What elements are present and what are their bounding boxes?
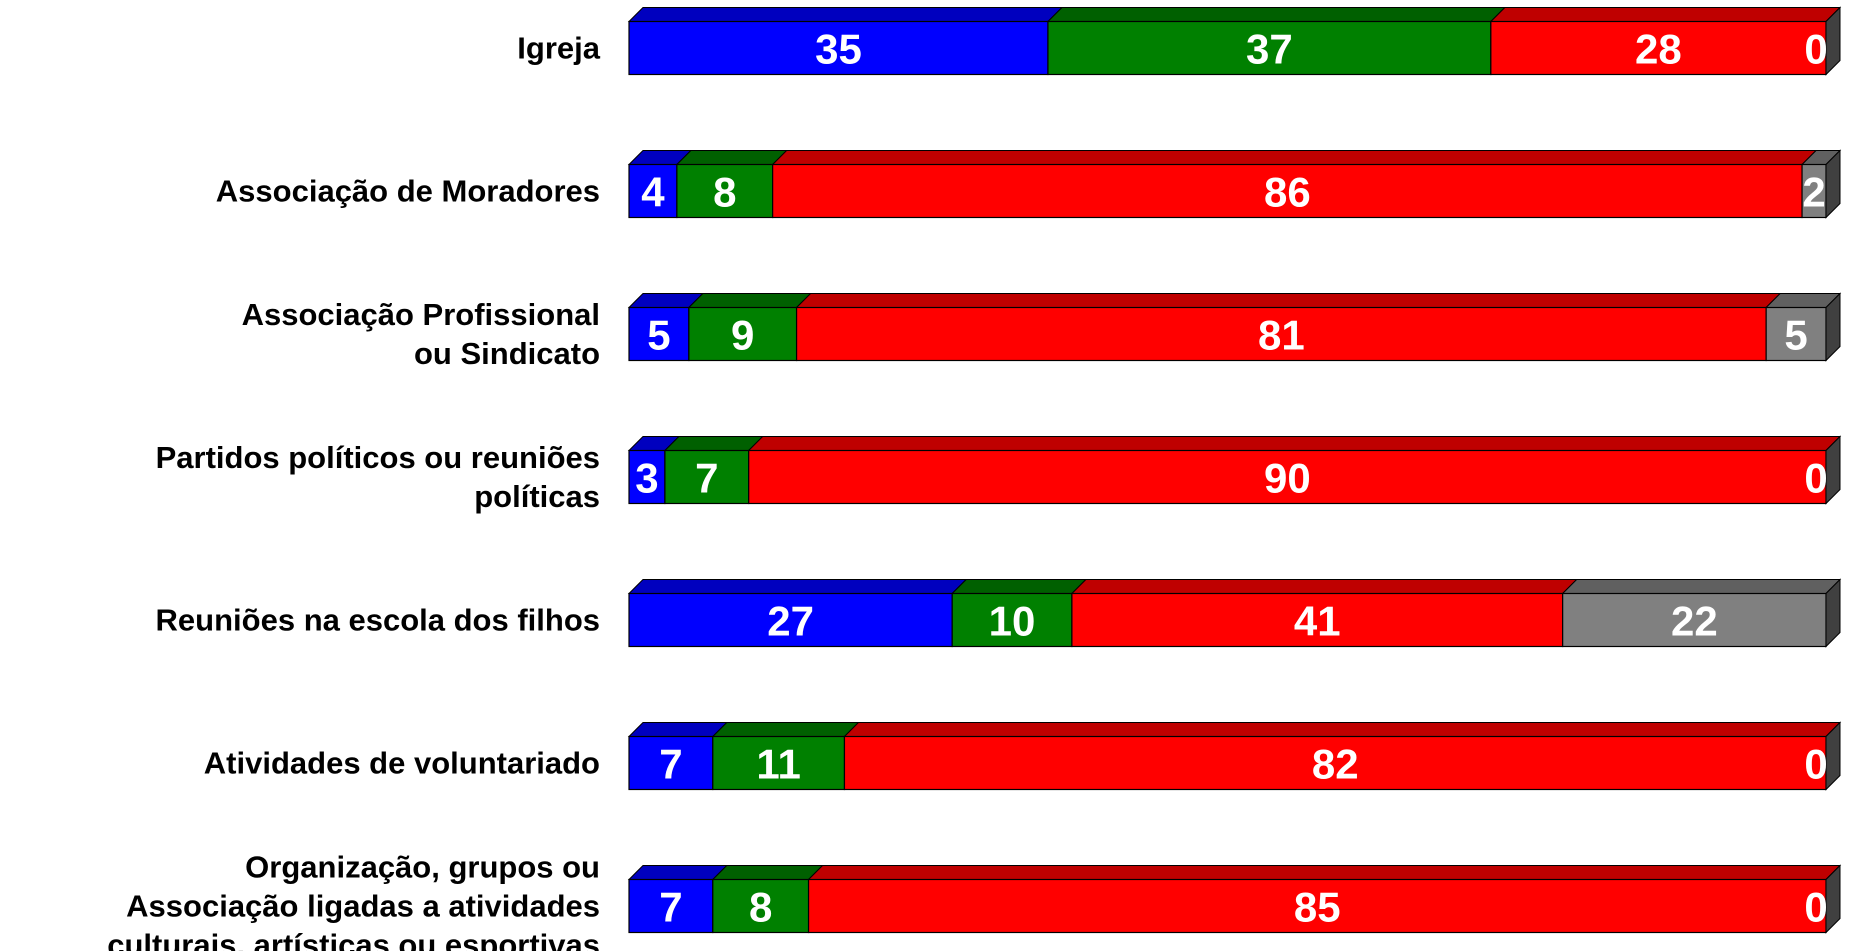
bar-top <box>627 722 728 737</box>
value-label: 35 <box>815 26 862 73</box>
bar-top <box>807 865 1842 880</box>
value-label: 8 <box>749 884 772 931</box>
value-label: 81 <box>1258 312 1305 359</box>
category-label: Partidos políticos ou reuniões políticas <box>155 440 600 514</box>
value-label: 85 <box>1294 884 1341 931</box>
bar-segment <box>628 735 714 791</box>
bar-segment <box>664 449 750 505</box>
bar-top <box>771 150 1818 165</box>
bar-segment <box>772 163 1803 219</box>
bar-side <box>1825 864 1841 934</box>
value-label: 10 <box>989 598 1036 645</box>
bar-segment <box>951 592 1073 648</box>
bar-top <box>687 293 812 308</box>
value-label: 41 <box>1294 598 1341 645</box>
bar-segment <box>712 735 846 791</box>
bar-segment <box>1047 20 1492 76</box>
bar-top <box>950 579 1088 594</box>
value-label: 0 <box>1804 884 1827 931</box>
bar-segment <box>712 878 810 934</box>
value-label: 7 <box>659 884 682 931</box>
bar-segment <box>748 449 1827 505</box>
bar-side <box>1825 578 1841 648</box>
value-label: 3 <box>635 455 658 502</box>
bar-segment <box>1562 592 1827 648</box>
value-label: 90 <box>1264 455 1311 502</box>
bar-top <box>1046 7 1507 22</box>
bar-segment <box>628 20 1049 76</box>
value-label: 9 <box>731 312 754 359</box>
bar-segment <box>628 878 714 934</box>
value-label: 37 <box>1246 26 1293 73</box>
bar-top <box>627 579 968 594</box>
value-label: 4 <box>641 169 665 216</box>
category-label: Associação Profissional ou Sindicato <box>241 297 600 371</box>
bar-top <box>747 436 1842 451</box>
bar-top <box>663 436 764 451</box>
value-label: 8 <box>713 169 736 216</box>
value-label: 82 <box>1312 741 1359 788</box>
value-label: 0 <box>1804 741 1827 788</box>
bar-side <box>1825 435 1841 505</box>
bar-top <box>711 722 860 737</box>
bar-segment <box>688 306 798 362</box>
category-label: Reuniões na escola dos filhos <box>155 602 600 638</box>
value-label: 11 <box>756 741 800 788</box>
bar-side <box>1825 292 1841 362</box>
value-label: 5 <box>647 312 670 359</box>
bar-segment <box>843 735 1827 791</box>
category-label: Atividades de voluntariado <box>203 745 600 781</box>
value-label: 0 <box>1804 455 1827 502</box>
bar-top <box>1561 579 1842 594</box>
value-label: 28 <box>1635 26 1682 73</box>
bar-segment <box>628 306 690 362</box>
value-label: 7 <box>695 455 718 502</box>
bar-top <box>1489 7 1842 22</box>
value-label: 7 <box>659 741 682 788</box>
value-label: 27 <box>767 598 814 645</box>
bar-segment <box>807 878 1827 934</box>
value-label: 5 <box>1784 312 1807 359</box>
bar-segment <box>1071 592 1564 648</box>
bar-side <box>1825 6 1841 76</box>
bar-segment <box>628 592 953 648</box>
bar-segment <box>676 163 774 219</box>
bar-top <box>627 7 1064 22</box>
value-label: 22 <box>1671 598 1718 645</box>
bar-side <box>1825 149 1841 219</box>
bar-top <box>843 722 1842 737</box>
bar-segment <box>628 163 678 219</box>
value-label: 0 <box>1804 26 1827 73</box>
value-label: 2 <box>1802 169 1825 216</box>
category-label: Organização, grupos ou Associação ligada… <box>107 849 600 951</box>
bar-top <box>627 865 728 880</box>
bar-segment <box>628 449 666 505</box>
category-label: Igreja <box>517 30 600 66</box>
value-label: 86 <box>1264 169 1311 216</box>
bar-side <box>1825 721 1841 791</box>
bar-top <box>675 150 788 165</box>
bar-top <box>795 293 1782 308</box>
category-label: Associação de Moradores <box>215 173 600 209</box>
bar-top <box>1070 579 1578 594</box>
bar-top <box>711 865 824 880</box>
